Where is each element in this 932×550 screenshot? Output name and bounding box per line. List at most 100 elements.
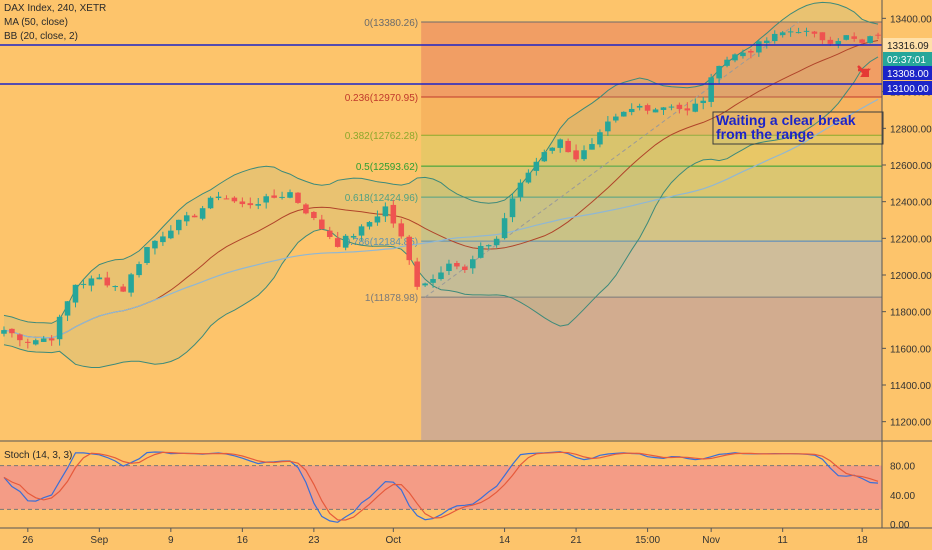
candle-body [56, 316, 63, 340]
fib-label: 0.786(12184.85) [345, 237, 418, 248]
candle-body [748, 50, 754, 53]
x-tick-label: Oct [386, 535, 402, 546]
candle-body [96, 277, 103, 280]
y-tick-label: 12200.00 [890, 234, 932, 245]
x-tick-label: 21 [571, 535, 583, 546]
level-b-badge-bg [883, 81, 932, 95]
candle-body [414, 261, 420, 287]
last-price-badge: 13316.09 [887, 41, 929, 52]
candle-body [422, 283, 428, 286]
candle-body [144, 247, 150, 263]
trend-line [424, 21, 799, 298]
candle-body [319, 219, 325, 230]
candle-body [819, 32, 826, 41]
candle-body [239, 201, 246, 205]
fib-label: 1(11878.98) [365, 293, 418, 304]
candle-body [152, 240, 158, 249]
last-price-badge-bg [883, 38, 932, 52]
bollinger-fill [4, 2, 878, 368]
candle-body [255, 204, 262, 206]
candle-body [708, 77, 714, 102]
candlesticks [1, 27, 881, 349]
candle-body [827, 39, 834, 44]
candle-body [160, 236, 166, 243]
candle-body [644, 105, 651, 111]
fibonacci-zones [421, 21, 882, 440]
level-a-badge: 13308.00 [887, 69, 929, 80]
candle-body [541, 152, 548, 162]
candle-body [430, 279, 436, 283]
candle-body [811, 31, 818, 34]
candle-body [287, 192, 293, 198]
candle-body [525, 172, 532, 183]
candle-body [334, 238, 341, 247]
candle-body [454, 262, 460, 267]
candle-body [406, 236, 412, 261]
candle-body [613, 116, 619, 121]
candle-body [517, 182, 524, 197]
candle-body [636, 105, 643, 108]
x-tick-label: 14 [499, 535, 511, 546]
y-tick-label: 12400.00 [890, 198, 932, 209]
candle-body [183, 215, 190, 222]
candle-body [859, 39, 865, 43]
candle-body [295, 192, 301, 203]
candle-body [740, 52, 746, 57]
candle-body [652, 109, 659, 113]
candle-body [1, 330, 7, 334]
fib-zone [421, 96, 882, 136]
candle-body [668, 106, 675, 108]
stoch-tick-label: 80.00 [890, 462, 915, 473]
ma-50-line [3, 98, 879, 339]
legend-symbol: DAX Index, 240, XETR [4, 3, 107, 14]
candle-body [557, 139, 563, 148]
candle-body [620, 111, 627, 117]
legend-ma: MA (50, close) [4, 17, 68, 28]
horizontal-levels [0, 44, 882, 85]
candle-body [700, 100, 706, 104]
candle-body [660, 107, 667, 110]
candle-body [17, 334, 23, 341]
legend-stoch: Stoch (14, 3, 3) [4, 450, 73, 461]
candle-body [835, 41, 842, 45]
candle-body [771, 33, 778, 42]
x-tick-label: Sep [90, 535, 108, 546]
candle-body [104, 277, 111, 286]
x-tick-label: 11 [777, 535, 788, 546]
y-tick-label: 12600.00 [890, 161, 932, 172]
stochastic-pane [0, 445, 882, 528]
candle-body [462, 266, 468, 271]
candle-body [382, 206, 389, 217]
stoch-tick-label: 0.00 [890, 520, 910, 531]
candle-body [350, 235, 357, 238]
annotation-box [712, 111, 884, 145]
candle-body [477, 245, 484, 258]
x-tick-label: 26 [22, 535, 34, 546]
candle-body [764, 40, 770, 44]
candle-body [326, 230, 333, 237]
down-arrow-icon [857, 65, 872, 77]
candle-body [366, 222, 373, 227]
candle-body [565, 140, 571, 153]
candle-body [875, 34, 881, 36]
candle-body [732, 54, 738, 61]
fib-label: 0.236(12970.95) [345, 93, 418, 104]
candle-body [756, 41, 762, 53]
candle-body [120, 286, 126, 292]
candle-body [271, 195, 277, 198]
bollinger-band-fill [4, 2, 878, 368]
candle-body [263, 196, 269, 203]
x-tick-label: 18 [857, 535, 869, 546]
candle-body [40, 338, 47, 342]
annotation-line-1: Waiting a clear break [716, 112, 856, 128]
candle-body [215, 196, 222, 199]
fib-label: 0(13380.26) [364, 18, 418, 29]
level-b-badge: 13100.00 [887, 84, 929, 95]
candle-body [231, 197, 238, 202]
candle-body [605, 121, 611, 132]
candle-body [493, 238, 500, 246]
candle-body [311, 211, 317, 218]
candle-body [72, 284, 79, 303]
candle-body [485, 245, 492, 247]
